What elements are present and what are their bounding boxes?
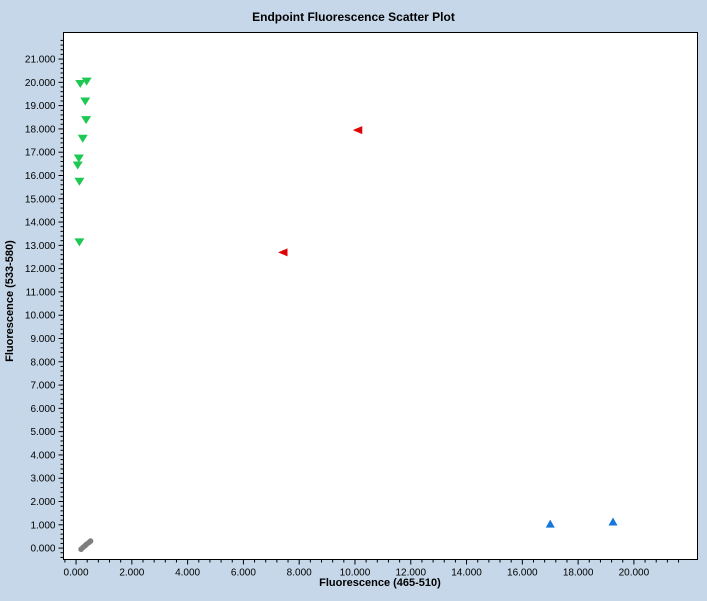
y-axis-label: Fluorescence (533-580) bbox=[4, 240, 16, 362]
data-point-blue-samples[interactable] bbox=[608, 517, 618, 526]
x-tick-label: 10.000 bbox=[340, 568, 371, 579]
y-tick-label: 1.000 bbox=[30, 520, 55, 531]
data-point-green-samples[interactable] bbox=[77, 134, 88, 143]
plot-area[interactable] bbox=[63, 32, 698, 560]
y-tick-label: 13.000 bbox=[25, 241, 56, 252]
y-tick-label: 10.000 bbox=[25, 311, 56, 322]
y-tick-label: 5.000 bbox=[30, 427, 55, 438]
y-tick-label: 6.000 bbox=[30, 404, 55, 415]
data-point-green-samples[interactable] bbox=[74, 238, 85, 247]
y-tick-label: 8.000 bbox=[30, 357, 55, 368]
y-tick-label: 16.000 bbox=[25, 171, 56, 182]
data-point-gray-samples[interactable] bbox=[87, 538, 94, 544]
data-point-green-samples[interactable] bbox=[75, 80, 86, 88]
y-tick-label: 2.000 bbox=[30, 497, 55, 508]
y-tick-label: 18.000 bbox=[25, 124, 56, 135]
data-point-green-samples[interactable] bbox=[73, 154, 84, 163]
y-tick-label: 17.000 bbox=[25, 148, 56, 159]
x-tick-label: 6.000 bbox=[231, 568, 256, 579]
y-tick-label: 15.000 bbox=[25, 194, 56, 205]
data-point-green-samples[interactable] bbox=[72, 161, 83, 170]
y-tick-label: 14.000 bbox=[25, 218, 56, 229]
y-tick-label: 19.000 bbox=[25, 101, 56, 112]
x-tick-label: 18.000 bbox=[563, 568, 594, 579]
y-tick-label: 12.000 bbox=[25, 264, 56, 275]
data-point-red-samples[interactable] bbox=[278, 248, 288, 257]
y-tick-label: 3.000 bbox=[30, 474, 55, 485]
y-tick-label: 7.000 bbox=[30, 381, 55, 392]
y-tick-label: 11.000 bbox=[26, 287, 56, 298]
x-tick-label: 16.000 bbox=[507, 568, 538, 579]
x-tick-label: 0.000 bbox=[64, 568, 89, 579]
data-point-green-samples[interactable] bbox=[74, 177, 85, 186]
data-point-red-samples[interactable] bbox=[352, 126, 363, 135]
chart-title: Endpoint Fluorescence Scatter Plot bbox=[252, 10, 455, 24]
data-point-green-samples[interactable] bbox=[80, 97, 91, 106]
y-tick-label: 0.000 bbox=[30, 544, 55, 555]
x-tick-label: 2.000 bbox=[119, 568, 144, 579]
y-tick-label: 4.000 bbox=[30, 450, 55, 461]
x-tick-label: 8.000 bbox=[287, 568, 312, 579]
data-point-blue-samples[interactable] bbox=[545, 519, 555, 528]
y-tick-label: 21.000 bbox=[25, 55, 56, 66]
data-point-green-samples[interactable] bbox=[81, 116, 92, 125]
x-tick-label: 12.000 bbox=[395, 568, 426, 579]
x-tick-label: 4.000 bbox=[175, 568, 200, 579]
x-tick-label: 14.000 bbox=[451, 568, 482, 579]
x-tick-label: 20.000 bbox=[619, 568, 650, 579]
x-axis-label: Fluorescence (465-510) bbox=[319, 577, 441, 589]
y-tick-label: 20.000 bbox=[25, 78, 56, 89]
data-point-green-samples[interactable] bbox=[81, 77, 92, 86]
y-tick-label: 9.000 bbox=[30, 334, 55, 345]
